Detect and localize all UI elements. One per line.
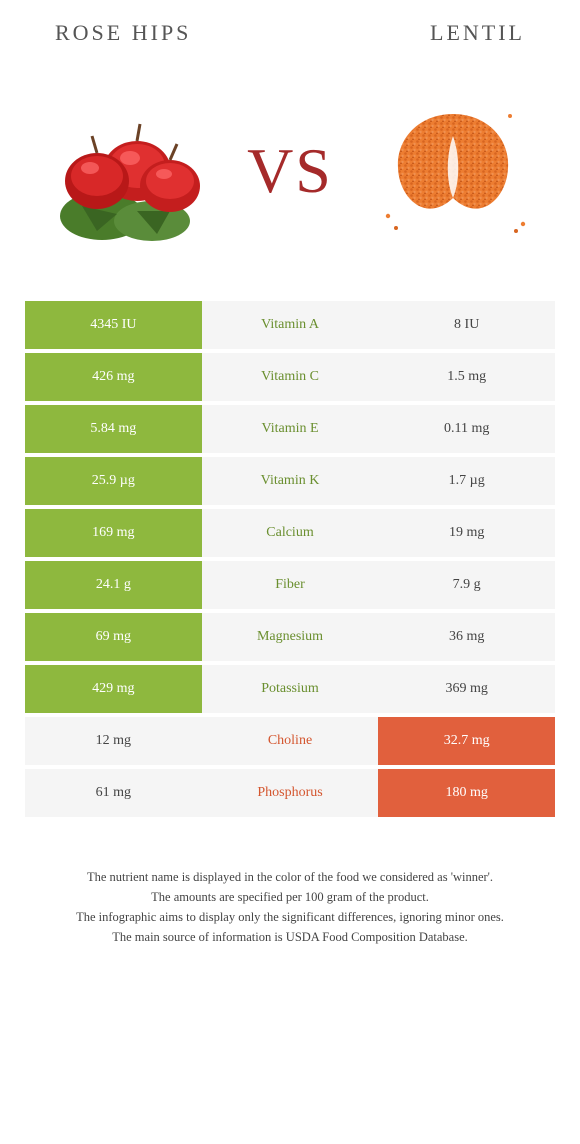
nutrient-label: Phosphorus	[202, 769, 379, 817]
right-value: 1.5 mg	[378, 353, 555, 401]
footer-line: The main source of information is USDA F…	[35, 927, 545, 947]
nutrient-row: 426 mgVitamin C1.5 mg	[25, 353, 555, 401]
left-value: 12 mg	[25, 717, 202, 765]
right-value: 8 IU	[378, 301, 555, 349]
left-value: 61 mg	[25, 769, 202, 817]
left-value: 5.84 mg	[25, 405, 202, 453]
nutrient-row: 4345 IUVitamin A8 IU	[25, 301, 555, 349]
vs-label: VS	[247, 134, 333, 208]
nutrient-label: Calcium	[202, 509, 379, 557]
nutrient-label: Vitamin A	[202, 301, 379, 349]
footer-line: The nutrient name is displayed in the co…	[35, 867, 545, 887]
nutrient-row: 429 mgPotassium369 mg	[25, 665, 555, 713]
right-value: 180 mg	[378, 769, 555, 817]
nutrient-label: Fiber	[202, 561, 379, 609]
right-value: 32.7 mg	[378, 717, 555, 765]
left-value: 25.9 µg	[25, 457, 202, 505]
nutrient-row: 24.1 gFiber7.9 g	[25, 561, 555, 609]
footer-notes: The nutrient name is displayed in the co…	[25, 867, 555, 947]
right-value: 369 mg	[378, 665, 555, 713]
title-row: Rose Hips Lentil	[25, 20, 555, 46]
nutrient-row: 25.9 µgVitamin K1.7 µg	[25, 457, 555, 505]
nutrient-row: 69 mgMagnesium36 mg	[25, 613, 555, 661]
left-value: 426 mg	[25, 353, 202, 401]
nutrient-label: Vitamin C	[202, 353, 379, 401]
nutrient-row: 169 mgCalcium19 mg	[25, 509, 555, 557]
left-value: 24.1 g	[25, 561, 202, 609]
nutrient-label: Choline	[202, 717, 379, 765]
nutrient-label: Vitamin E	[202, 405, 379, 453]
rose-hips-image	[42, 86, 212, 256]
left-value: 4345 IU	[25, 301, 202, 349]
nutrient-table: 4345 IUVitamin A8 IU426 mgVitamin C1.5 m…	[25, 301, 555, 817]
title-right: Lentil	[430, 20, 525, 46]
right-value: 36 mg	[378, 613, 555, 661]
nutrient-label: Vitamin K	[202, 457, 379, 505]
nutrient-label: Potassium	[202, 665, 379, 713]
right-value: 1.7 µg	[378, 457, 555, 505]
footer-line: The infographic aims to display only the…	[35, 907, 545, 927]
left-value: 169 mg	[25, 509, 202, 557]
footer-line: The amounts are specified per 100 gram o…	[35, 887, 545, 907]
lentil-image	[368, 86, 538, 256]
left-value: 69 mg	[25, 613, 202, 661]
right-value: 19 mg	[378, 509, 555, 557]
right-value: 0.11 mg	[378, 405, 555, 453]
nutrient-label: Magnesium	[202, 613, 379, 661]
title-left: Rose Hips	[55, 20, 191, 46]
nutrient-row: 61 mgPhosphorus180 mg	[25, 769, 555, 817]
right-value: 7.9 g	[378, 561, 555, 609]
nutrient-row: 5.84 mgVitamin E0.11 mg	[25, 405, 555, 453]
left-value: 429 mg	[25, 665, 202, 713]
nutrient-row: 12 mgCholine32.7 mg	[25, 717, 555, 765]
hero-row: VS	[25, 71, 555, 271]
